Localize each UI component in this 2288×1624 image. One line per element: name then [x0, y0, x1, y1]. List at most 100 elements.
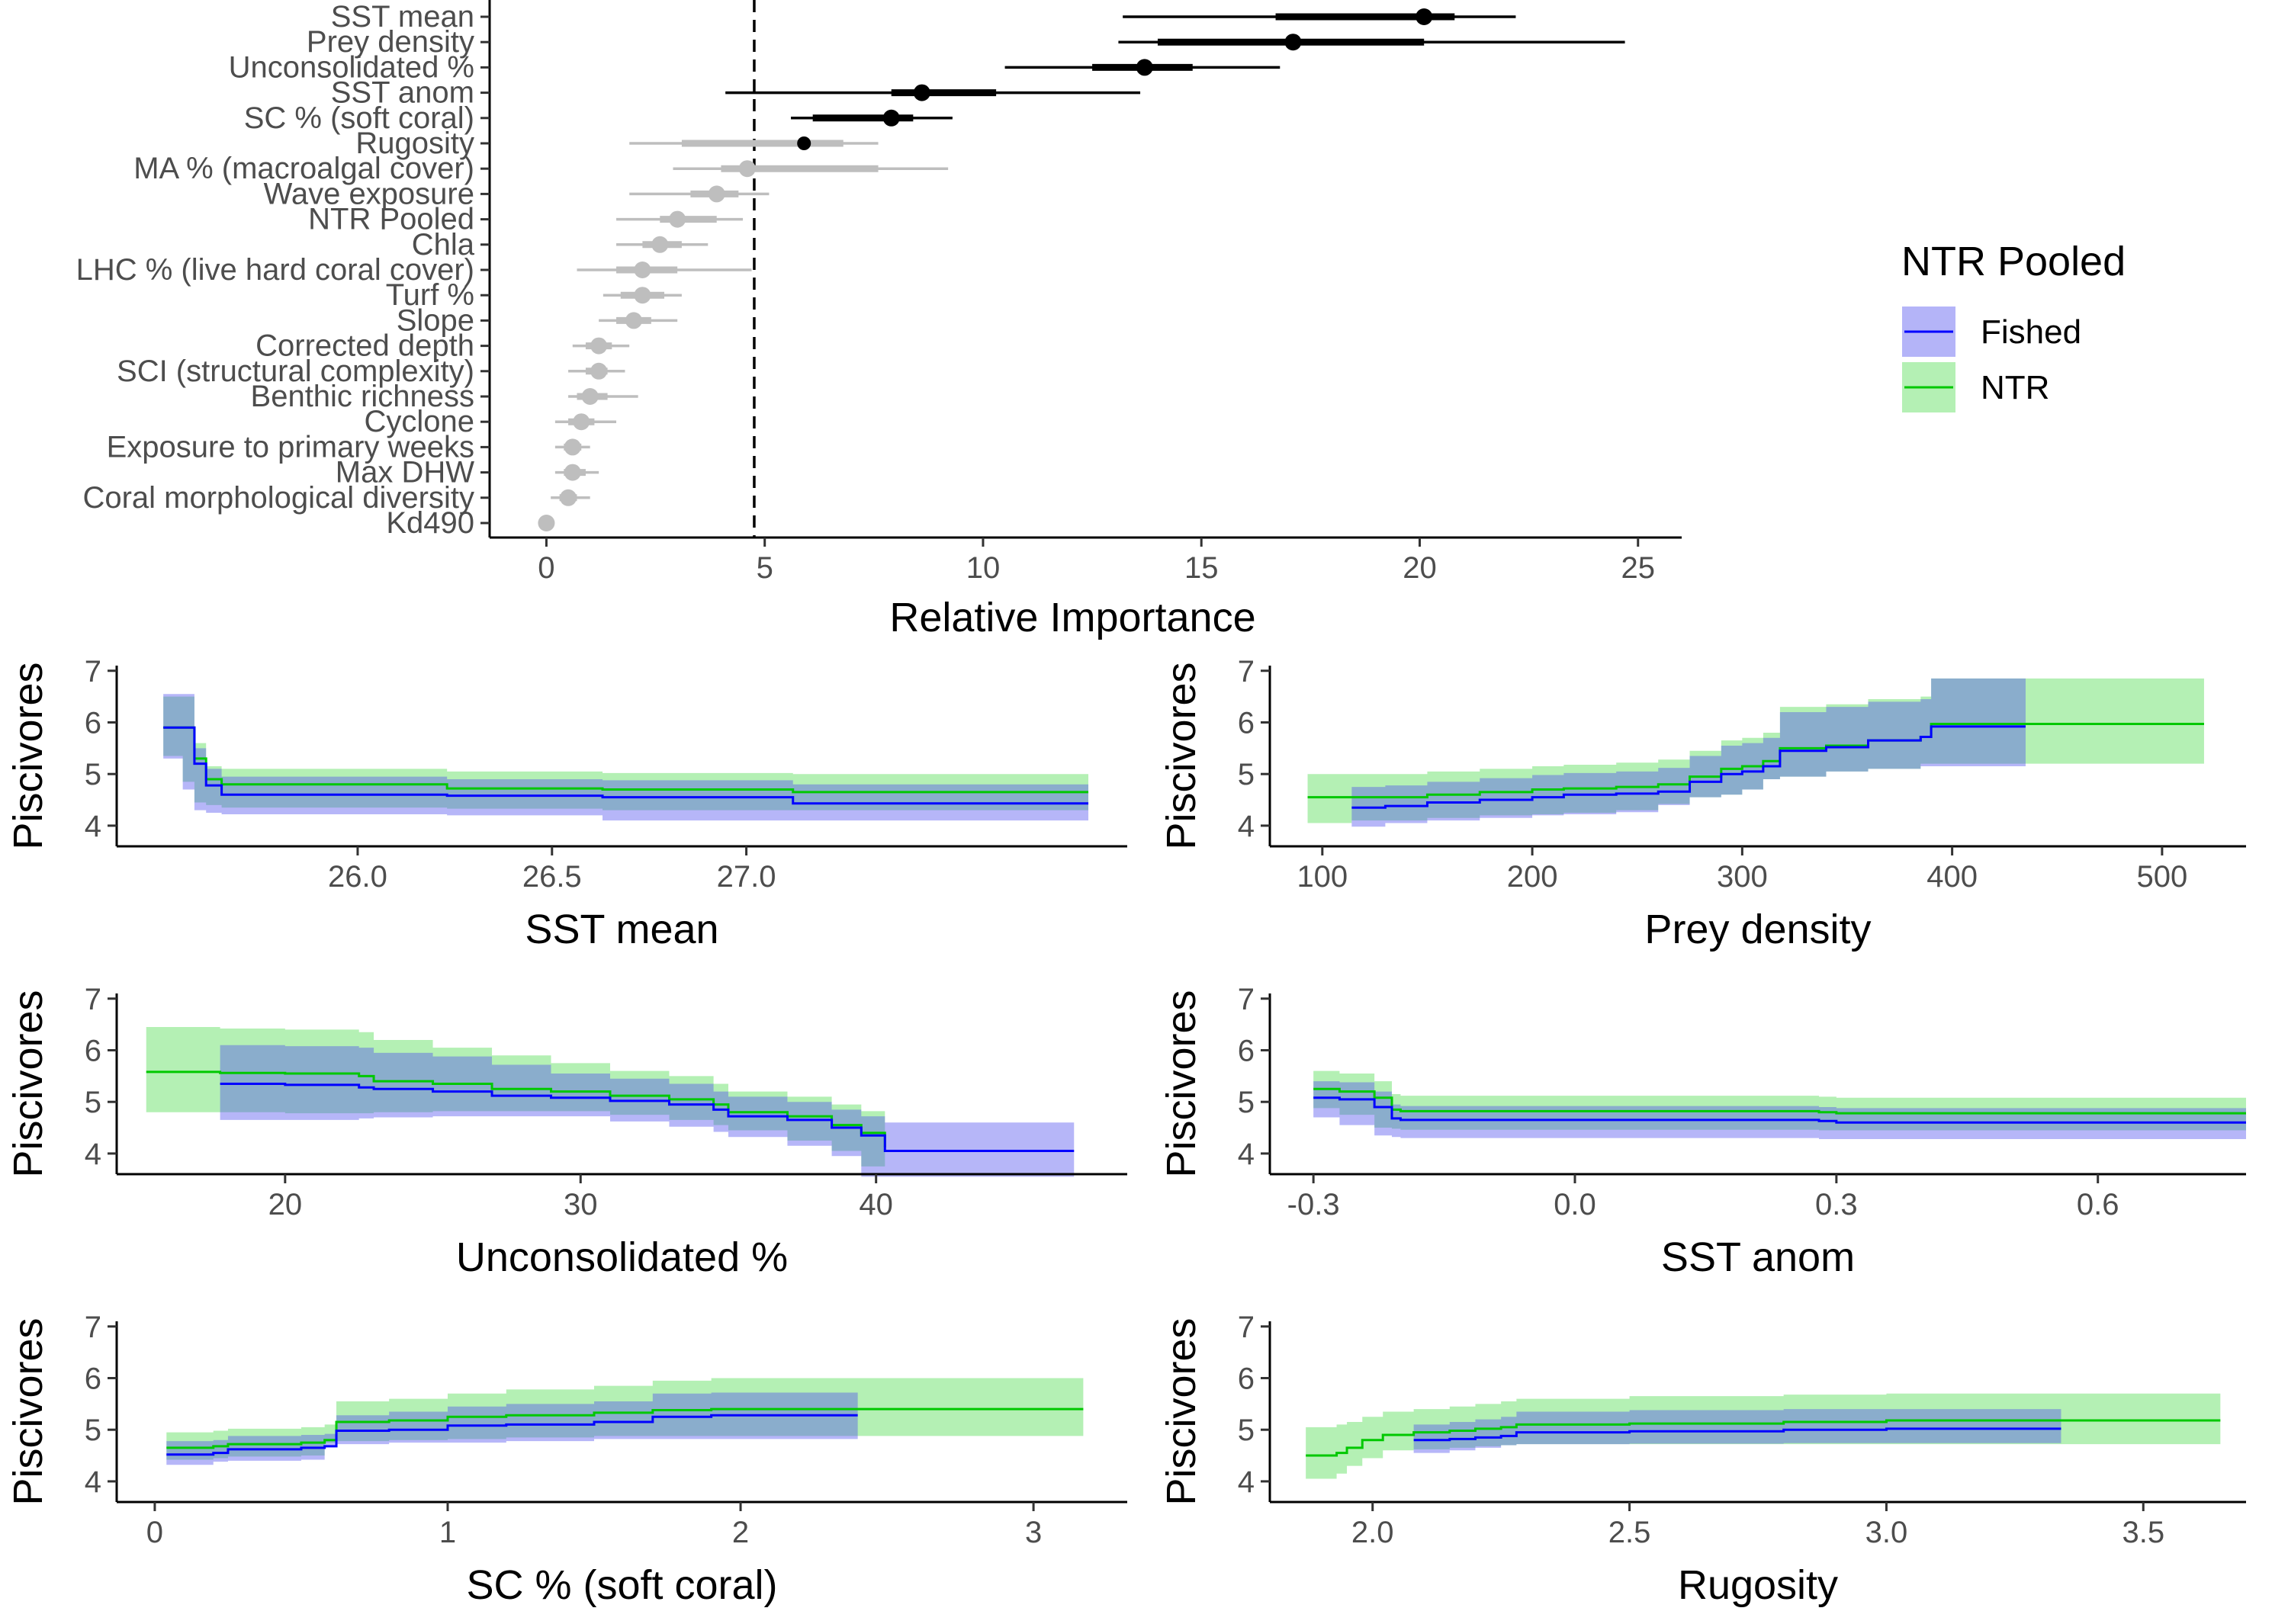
ribbon-fished: [1351, 678, 2026, 829]
pdp-panel-4: 4 5 6 7 -0.3 0.0 0.3 0.6 SST anom Piscivores: [1158, 983, 2246, 1280]
y-tick-label: 4: [85, 1465, 101, 1499]
pdp-panel-1: 4 5 6 7 26.0 26.5 27.0 SST mean Piscivores: [5, 655, 1127, 952]
median-point: [564, 464, 581, 481]
x-tick-label: -0.3: [1287, 1188, 1340, 1221]
ribbon-fished: [163, 694, 1089, 821]
y-tick-label: 6: [85, 1362, 101, 1395]
variable-label: Unconsolidated %: [229, 50, 474, 84]
y-tick-label: 6: [85, 1034, 101, 1067]
y-tick-label: 6: [85, 706, 101, 740]
x-tick-label: 300: [1717, 860, 1768, 894]
variable-label: LHC % (live hard coral cover): [76, 253, 474, 287]
y-tick-label: 7: [85, 983, 101, 1016]
x-axis-title: Rugosity: [1678, 1562, 1838, 1608]
x-tick-label: 1: [439, 1516, 456, 1549]
variable-label: Rugosity: [355, 127, 474, 160]
median-point: [590, 337, 608, 355]
variable-label: Slope: [397, 303, 474, 337]
median-point: [573, 413, 590, 431]
line-fished: [163, 726, 1089, 805]
y-tick-label: 4: [1238, 810, 1255, 843]
median-point: [708, 185, 725, 203]
median-point: [797, 136, 811, 150]
line-fished: [1313, 1096, 2246, 1124]
y-axis-title: Piscivores: [1158, 1317, 1204, 1505]
y-tick-label: 7: [1238, 983, 1255, 1016]
median-point: [738, 160, 756, 178]
x-axis-title: SST mean: [525, 907, 718, 952]
legend-label: NTR: [1981, 369, 2049, 406]
y-tick-label: 7: [85, 655, 101, 688]
x-axis-title: Unconsolidated %: [456, 1234, 788, 1280]
x-tick-label: 10: [966, 551, 1001, 585]
median-point: [625, 312, 642, 329]
x-axis-title: SC % (soft coral): [466, 1562, 777, 1608]
x-tick-label: 0: [146, 1516, 163, 1549]
y-tick-label: 5: [85, 1414, 101, 1447]
legend-title: NTR Pooled: [1901, 239, 2126, 284]
x-tick-label: 20: [1403, 551, 1437, 585]
y-tick-label: 5: [1238, 758, 1255, 791]
x-tick-label: 26.0: [328, 860, 387, 894]
median-point: [669, 210, 686, 228]
median-point: [651, 236, 669, 253]
variable-label: MA % (macroalgal cover): [133, 152, 474, 185]
line-fished: [1351, 725, 2026, 809]
y-tick-label: 5: [1238, 1414, 1255, 1447]
x-tick-label: 100: [1297, 860, 1348, 894]
y-tick-label: 7: [85, 1311, 101, 1344]
y-tick-label: 4: [85, 810, 101, 843]
y-tick-label: 7: [1238, 655, 1255, 688]
median-point: [560, 489, 577, 506]
median-point: [1284, 34, 1302, 51]
variable-label: Prey density: [307, 25, 474, 59]
y-axis-title: Piscivores: [1158, 990, 1204, 1177]
pdp-panel-2: 4 5 6 7 100 200 300 400 500 Prey density Piscivore…: [1158, 655, 2246, 952]
x-tick-label: 5: [757, 551, 773, 585]
x-tick-label: 3.5: [2122, 1516, 2164, 1549]
variable-label: SST anom: [331, 76, 474, 110]
variable-label: Exposure to primary weeks: [107, 430, 474, 464]
x-tick-label: 3.0: [1865, 1516, 1908, 1549]
ribbon-ntr: [1307, 678, 2204, 823]
median-point: [913, 84, 930, 101]
y-axis-title: Piscivores: [5, 662, 51, 849]
median-point: [882, 109, 900, 127]
pdp-panel-3: 4 5 6 7 20 30 40 Unconsolidated % Piscivores: [5, 983, 1127, 1280]
variable-label: NTR Pooled: [308, 203, 474, 236]
y-tick-label: 5: [1238, 1086, 1255, 1119]
variable-label: Turf %: [386, 278, 474, 312]
variable-label: Max DHW: [336, 456, 474, 489]
x-tick-label: 40: [859, 1188, 893, 1221]
median-point: [1136, 59, 1153, 76]
pdp-panel-6: 4 5 6 7 2.0 2.5 3.0 3.5 Rugosity Piscivores: [1158, 1311, 2246, 1608]
variable-label: SC % (soft coral): [244, 101, 474, 135]
x-tick-label: 500: [2137, 860, 2188, 894]
x-tick-label: 0.6: [2077, 1188, 2119, 1221]
ribbon-fished: [220, 1045, 1075, 1177]
median-point: [581, 388, 599, 405]
median-point: [564, 438, 581, 456]
y-axis-title: Piscivores: [5, 990, 51, 1177]
variable-label: Kd490: [386, 506, 474, 540]
median-point: [634, 262, 651, 278]
line-ntr: [1306, 1419, 2221, 1457]
variable-label: Benthic richness: [251, 380, 474, 413]
line-ntr: [146, 1070, 886, 1147]
variable-label: SCI (structural complexity): [117, 355, 474, 388]
x-tick-label: 2.0: [1351, 1516, 1394, 1549]
legend: NTR Pooled Fished NTR: [1901, 239, 2126, 412]
x-tick-label: 26.5: [522, 860, 582, 894]
ribbon-ntr: [1313, 1070, 2246, 1131]
y-tick-label: 4: [85, 1138, 101, 1171]
y-axis-title: Piscivores: [1158, 662, 1204, 849]
variable-label: Chla: [412, 228, 475, 262]
variable-label: Corrected depth: [255, 329, 474, 363]
line-fished: [1413, 1427, 2061, 1442]
median-point: [538, 515, 555, 531]
ribbon-ntr: [166, 1378, 1084, 1461]
x-tick-label: 0: [538, 551, 554, 585]
x-tick-label: 27.0: [717, 860, 776, 894]
x-tick-label: 0.0: [1554, 1188, 1596, 1221]
